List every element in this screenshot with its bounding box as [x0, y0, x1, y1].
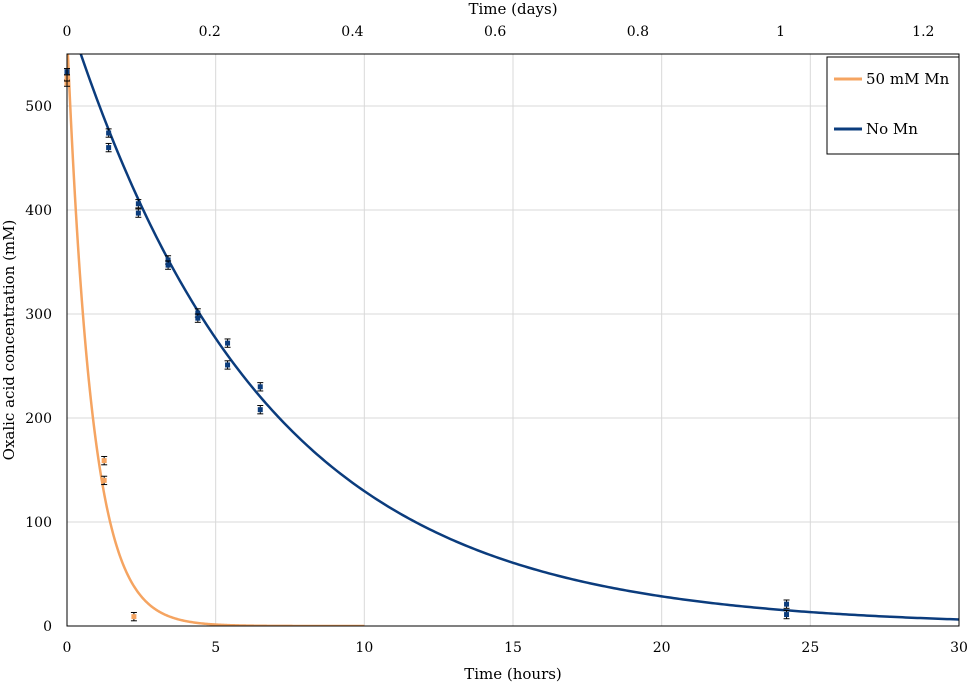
data-point-no-mn: [257, 384, 263, 390]
data-point-no-mn: [225, 340, 231, 346]
y-tick-label: 100: [25, 515, 52, 531]
data-point-no-mn: [784, 612, 790, 618]
x-axis-title: Time (hours): [464, 665, 562, 683]
y-tick-label: 200: [25, 411, 52, 427]
x2-tick-label: 0.6: [484, 24, 506, 40]
fit-curve-no-mn: [79, 54, 959, 621]
data-point-50mm-mn: [101, 458, 107, 464]
legend: 50 mM Mn No Mn: [826, 56, 960, 155]
data-point-50mm-mn: [131, 614, 137, 620]
data-point-no-mn: [257, 407, 263, 413]
x-tick-label: 10: [355, 640, 373, 656]
data-point-no-mn: [106, 145, 112, 151]
data-point-no-mn: [165, 262, 171, 268]
y-tick-label: 500: [25, 99, 52, 115]
x-tick-label: 25: [801, 640, 819, 656]
legend-label-no-mn: No Mn: [866, 120, 918, 138]
x-axis-ticks: 0 5 10 15 20 25 30: [63, 640, 968, 656]
plot-frame: [66, 53, 960, 627]
data-point-no-mn: [195, 315, 201, 321]
x2-tick-label: 1: [776, 24, 785, 40]
x2-axis-ticks: 0 0.2 0.4 0.6 0.8 1 1.2: [63, 24, 935, 40]
x-tick-label: 0: [63, 640, 72, 656]
x-tick-label: 15: [504, 640, 522, 656]
x2-axis-title: Time (days): [468, 0, 557, 18]
x-tick-label: 5: [211, 640, 220, 656]
x2-tick-label: 0.8: [627, 24, 649, 40]
legend-box: [826, 56, 960, 155]
legend-label-50mm-mn: 50 mM Mn: [866, 70, 950, 88]
x-tick-label: 20: [653, 640, 671, 656]
data-point-no-mn: [784, 601, 790, 607]
gridlines: [66, 54, 960, 627]
data-point-no-mn: [225, 362, 231, 368]
y-tick-label: 300: [25, 307, 52, 323]
y-axis-title: Oxalic acid concentration (mM): [0, 220, 18, 461]
y-tick-label: 400: [25, 203, 52, 219]
y-axis-ticks: 0 100 200 300 400 500: [25, 99, 52, 635]
data-point-no-mn: [135, 201, 141, 207]
data-point-no-mn: [135, 210, 141, 216]
data-point-50mm-mn: [101, 477, 107, 483]
x2-tick-label: 0.4: [341, 24, 363, 40]
y-tick-label: 0: [43, 619, 52, 635]
x2-tick-label: 1.2: [912, 24, 934, 40]
x2-tick-label: 0: [63, 24, 72, 40]
x2-tick-label: 0.2: [199, 24, 221, 40]
x-tick-label: 30: [950, 640, 968, 656]
data-point-no-mn: [106, 130, 112, 136]
